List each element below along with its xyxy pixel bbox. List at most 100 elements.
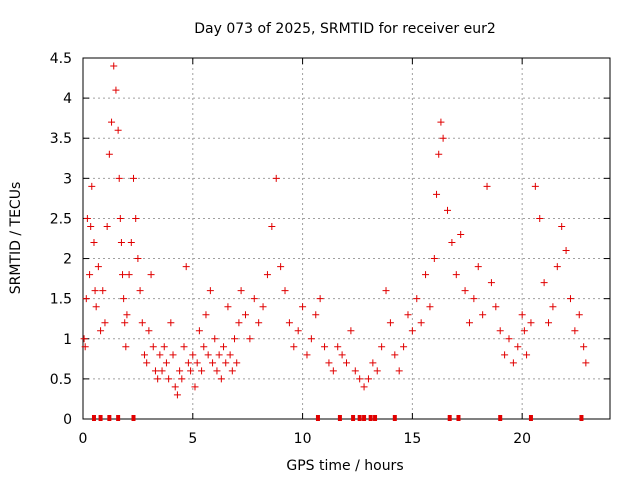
data-point <box>277 263 285 271</box>
data-point <box>395 367 403 375</box>
data-point <box>195 327 203 335</box>
data-point <box>571 327 579 335</box>
data-point <box>134 255 142 263</box>
data-point <box>369 359 377 367</box>
data-point <box>116 214 124 222</box>
y-tick-label: 3 <box>63 171 72 187</box>
data-point <box>180 343 188 351</box>
zero-value-marker <box>357 415 362 421</box>
data-point <box>316 295 324 303</box>
data-point <box>479 311 487 319</box>
data-point <box>255 319 263 327</box>
data-point <box>347 327 355 335</box>
data-point <box>553 263 561 271</box>
data-point <box>220 343 228 351</box>
data-point <box>235 319 243 327</box>
zero-value-marker <box>107 415 112 421</box>
data-point <box>531 182 539 190</box>
data-point <box>206 287 214 295</box>
zero-value-marker <box>392 415 397 421</box>
data-point <box>338 351 346 359</box>
data-point <box>321 343 329 351</box>
data-point <box>343 359 350 367</box>
data-point <box>575 311 583 319</box>
data-point <box>364 375 372 383</box>
zero-value-marker <box>456 415 461 421</box>
data-point <box>444 206 452 214</box>
zero-value-marker <box>373 415 378 421</box>
x-tick-label: 0 <box>79 431 88 447</box>
data-point <box>184 359 192 367</box>
data-point <box>299 303 307 311</box>
data-point <box>82 295 90 303</box>
data-point <box>112 86 120 94</box>
data-point <box>110 62 118 70</box>
data-point <box>452 271 460 279</box>
data-point <box>566 295 574 303</box>
data-point <box>162 359 170 367</box>
data-point <box>115 174 123 182</box>
zero-value-marker <box>131 415 136 421</box>
data-point <box>527 319 535 327</box>
chart-title: Day 073 of 2025, SRMTID for receiver eur… <box>194 21 496 37</box>
data-point <box>351 367 359 375</box>
data-point <box>523 351 531 359</box>
data-point <box>125 271 133 279</box>
zero-value-marker <box>498 415 503 421</box>
data-point <box>435 150 443 158</box>
zero-value-marker <box>362 415 367 421</box>
data-point <box>408 327 416 335</box>
data-point <box>501 351 509 359</box>
zero-value-marker <box>528 415 533 421</box>
y-tick-label: 0.5 <box>50 372 72 388</box>
data-point <box>433 190 441 198</box>
data-point <box>209 359 217 367</box>
data-point <box>215 351 223 359</box>
plot-frame <box>82 57 611 420</box>
data-point <box>193 359 201 367</box>
data-point <box>231 335 239 343</box>
data-point <box>496 327 504 335</box>
data-point <box>545 319 553 327</box>
data-point <box>580 343 588 351</box>
data-point <box>202 311 210 319</box>
data-point <box>108 118 116 126</box>
data-point <box>417 319 425 327</box>
data-point <box>160 343 168 351</box>
data-point <box>290 343 298 351</box>
data-point <box>386 319 394 327</box>
y-tick-label: 0 <box>63 412 72 428</box>
data-point <box>127 239 135 247</box>
data-point <box>169 351 177 359</box>
zero-value-marker <box>116 415 121 421</box>
data-point <box>356 375 364 383</box>
data-point <box>487 279 495 287</box>
data-point <box>114 126 122 134</box>
data-point <box>191 383 199 391</box>
data-point <box>187 367 195 375</box>
data-point <box>224 303 232 311</box>
data-point <box>80 335 88 343</box>
data-point <box>151 367 159 375</box>
zero-value-marker <box>351 415 356 421</box>
data-point <box>86 271 94 279</box>
data-point <box>119 271 127 279</box>
data-point <box>198 367 206 375</box>
data-point <box>217 375 225 383</box>
x-tick-label: 15 <box>403 431 421 447</box>
data-point <box>117 239 125 247</box>
data-point <box>103 222 111 230</box>
data-point <box>250 295 258 303</box>
data-point <box>222 359 230 367</box>
data-point <box>189 351 197 359</box>
data-point <box>211 335 219 343</box>
data-point <box>558 222 566 230</box>
data-point <box>143 359 151 367</box>
data-point <box>204 351 212 359</box>
data-point <box>241 311 249 319</box>
data-point <box>263 271 271 279</box>
data-point <box>121 319 129 327</box>
data-point <box>259 303 267 311</box>
y-tick-label: 2 <box>63 252 72 268</box>
